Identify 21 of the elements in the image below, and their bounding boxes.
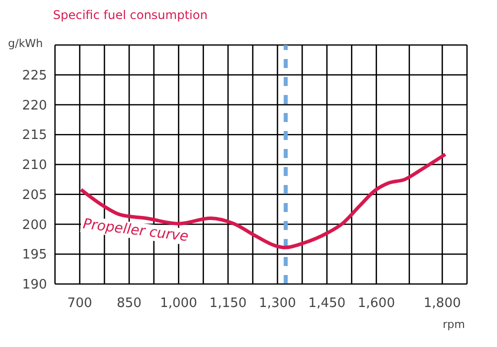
y-axis-title: g/kWh xyxy=(8,37,43,50)
x-tick-label: 1,800 xyxy=(424,296,461,312)
x-tick-label: 1,150 xyxy=(209,296,247,312)
x-tick-label: 700 xyxy=(67,296,92,312)
line-series xyxy=(79,152,447,250)
chart-title: Specific fuel consumption xyxy=(53,8,208,22)
x-tick-label: 850 xyxy=(116,296,142,312)
y-tick-label: 225 xyxy=(22,68,47,84)
y-tick-label: 210 xyxy=(22,158,47,174)
y-tick-label: 195 xyxy=(22,248,47,263)
x-axis-title: rpm xyxy=(442,318,465,331)
y-tick-label: 220 xyxy=(22,98,47,114)
x-tick-label: 1,600 xyxy=(358,296,395,312)
y-tick-label: 205 xyxy=(22,188,47,203)
y-tick-label: 200 xyxy=(22,218,47,233)
y-tick-label: 190 xyxy=(22,278,47,293)
x-tick-label: 1,000 xyxy=(160,296,198,312)
x-tick-label: 1,300 xyxy=(258,296,296,312)
y-tick-label: 215 xyxy=(22,128,47,144)
annotation: Propeller curve xyxy=(80,216,192,246)
x-tick-label: 1,450 xyxy=(308,296,346,312)
